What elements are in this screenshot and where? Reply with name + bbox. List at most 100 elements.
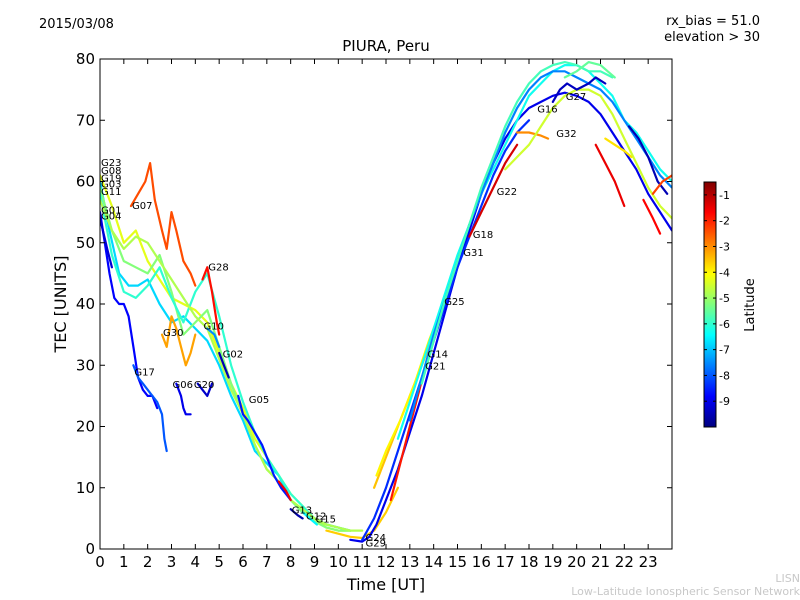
sat-label-g18: G18 [473,230,493,241]
trace-g29 [349,91,672,543]
sat-label-g20: G20 [194,380,214,391]
x-tick-label: 6 [238,553,248,571]
colorbar-tick-label: -3 [719,240,730,253]
colorbar-tick-label: -8 [719,369,730,382]
x-tick-label: 5 [214,553,224,571]
x-tick-label: 11 [353,553,372,571]
trace-g30 [160,315,197,367]
colorbar-tick-label: -2 [719,215,730,228]
sat-label-g23: G23 [101,158,121,169]
y-tick-label: 60 [76,173,95,191]
colorbar-tick-label: -7 [719,344,730,357]
x-tick-label: 10 [329,553,348,571]
x-tick-label: 3 [167,553,177,571]
sat-label-g08: G08 [101,166,121,177]
trace-g34 [594,143,626,208]
x-tick-label: 14 [424,553,443,571]
sat-label-g21: G21 [425,362,445,373]
y-tick-label: 30 [76,356,95,374]
trace-g35 [628,125,669,195]
receiver-info: rx_bias = 51.0 elevation > 30 [664,14,760,46]
y-tick-label: 40 [76,295,95,313]
footer-lisn: LISN [775,572,800,585]
sat-label-g22: G22 [497,187,517,198]
x-tick-label: 4 [191,553,201,571]
elevation-label: elevation > 30 [664,30,760,45]
x-tick-label: 18 [519,553,538,571]
footer-network-name: Low-Latitude Ionospheric Sensor Network [571,585,800,598]
x-tick-label: 20 [567,553,586,571]
sat-label-g29: G29 [366,539,386,550]
date-label: 2015/03/08 [39,17,114,32]
trace-g15 [301,511,318,526]
trace-g01 [100,211,159,410]
trace-g05 [237,394,292,502]
x-tick-label: 19 [543,553,562,571]
x-tick-label: 2 [143,553,153,571]
trace-g36 [642,198,662,235]
y-axis-label: TEC [UNITS] [51,256,70,354]
trace-g04 [100,217,113,269]
sat-label-g10: G10 [204,322,224,333]
sat-label-g11: G11 [101,187,121,198]
sat-label-g24: G24 [366,533,386,544]
sat-label-g30: G30 [163,328,183,339]
chart-title: PIURA, Peru [342,37,429,55]
footer-credit: LISN Low-Latitude Ionospheric Sensor Net… [571,572,800,598]
colorbar-tick-label: -4 [719,266,730,279]
trace-g38 [651,174,672,195]
trace-g18 [468,143,519,238]
trace-g33 [563,61,616,79]
sat-label-g27: G27 [566,92,586,103]
sat-label-g17: G17 [134,368,154,379]
trace-g12 [289,508,304,520]
sat-label-g02: G02 [223,349,243,360]
sat-label-g14: G14 [428,349,448,360]
trace-g03 [100,192,340,529]
x-tick-label: 23 [639,553,658,571]
x-tick-label: 13 [400,553,419,571]
sat-label-g28: G28 [208,262,228,273]
trace-g07 [129,162,197,287]
sat-label-g06: G06 [173,380,193,391]
y-tick-label: 0 [85,540,95,558]
sat-label-g32: G32 [556,129,576,140]
sat-label-g31: G31 [463,248,483,259]
x-tick-label: 1 [119,553,129,571]
x-tick-label: 16 [472,553,491,571]
trace-g09 [551,76,607,103]
x-tick-label: 9 [310,553,320,571]
trace-g31 [361,119,531,541]
colorbar-tick-label: -5 [719,292,730,305]
sat-label-g03: G03 [101,180,121,191]
x-tick-label: 0 [95,553,105,571]
trace-g02 [218,351,230,379]
trace-g28 [201,266,221,336]
trace-g11 [100,198,364,532]
sat-label-g07: G07 [132,201,152,212]
x-tick-label: 12 [376,553,395,571]
x-tick-label: 8 [286,553,296,571]
trace-g06 [175,382,192,416]
sat-label-g04: G04 [101,212,121,223]
sat-label-g15: G15 [316,515,336,526]
sat-label-g05: G05 [249,395,269,406]
x-axis-label: Time [UT] [346,575,425,594]
y-tick-label: 80 [76,50,95,68]
trace-g13 [277,480,292,502]
y-tick-label: 50 [76,234,95,252]
trace-g26 [504,88,672,220]
trace-g20 [196,382,214,397]
colorbar-gradient [703,181,717,428]
sat-label-g19: G19 [101,174,121,185]
trace-g37 [604,137,633,159]
y-tick-label: 10 [76,479,95,497]
rx-bias-label: rx_bias = 51.0 [666,14,760,29]
colorbar-tick-label: -1 [719,189,730,202]
colorbar-tick-label: -9 [719,395,730,408]
trace-g10 [206,327,221,348]
y-tick-label: 70 [76,111,95,129]
x-tick-label: 22 [615,553,634,571]
x-tick-label: 15 [448,553,467,571]
